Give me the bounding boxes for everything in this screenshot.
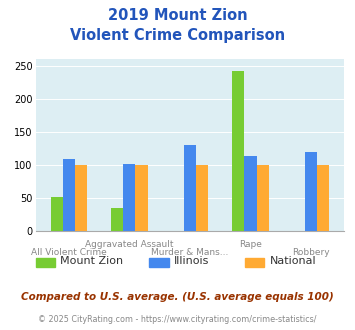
Bar xyxy=(63,159,75,231)
Bar xyxy=(232,71,245,231)
Text: Violent Crime Comparison: Violent Crime Comparison xyxy=(70,28,285,43)
Text: Mount Zion: Mount Zion xyxy=(60,256,124,266)
Text: All Violent Crime: All Violent Crime xyxy=(31,248,107,257)
Text: Robbery: Robbery xyxy=(292,248,330,257)
Text: Illinois: Illinois xyxy=(174,256,209,266)
Text: Murder & Mans...: Murder & Mans... xyxy=(151,248,229,257)
Bar xyxy=(305,152,317,231)
Bar xyxy=(317,165,329,231)
Bar xyxy=(184,145,196,231)
Text: Rape: Rape xyxy=(239,240,262,249)
Bar xyxy=(51,197,63,231)
Bar xyxy=(257,165,269,231)
Bar xyxy=(123,164,135,231)
Bar xyxy=(245,156,257,231)
Bar xyxy=(196,165,208,231)
Bar xyxy=(135,165,148,231)
Text: © 2025 CityRating.com - https://www.cityrating.com/crime-statistics/: © 2025 CityRating.com - https://www.city… xyxy=(38,315,317,324)
Text: National: National xyxy=(270,256,316,266)
Text: 2019 Mount Zion: 2019 Mount Zion xyxy=(108,8,247,23)
Bar xyxy=(111,208,123,231)
Bar xyxy=(75,165,87,231)
Text: Aggravated Assault: Aggravated Assault xyxy=(85,240,174,249)
Text: Compared to U.S. average. (U.S. average equals 100): Compared to U.S. average. (U.S. average … xyxy=(21,292,334,302)
